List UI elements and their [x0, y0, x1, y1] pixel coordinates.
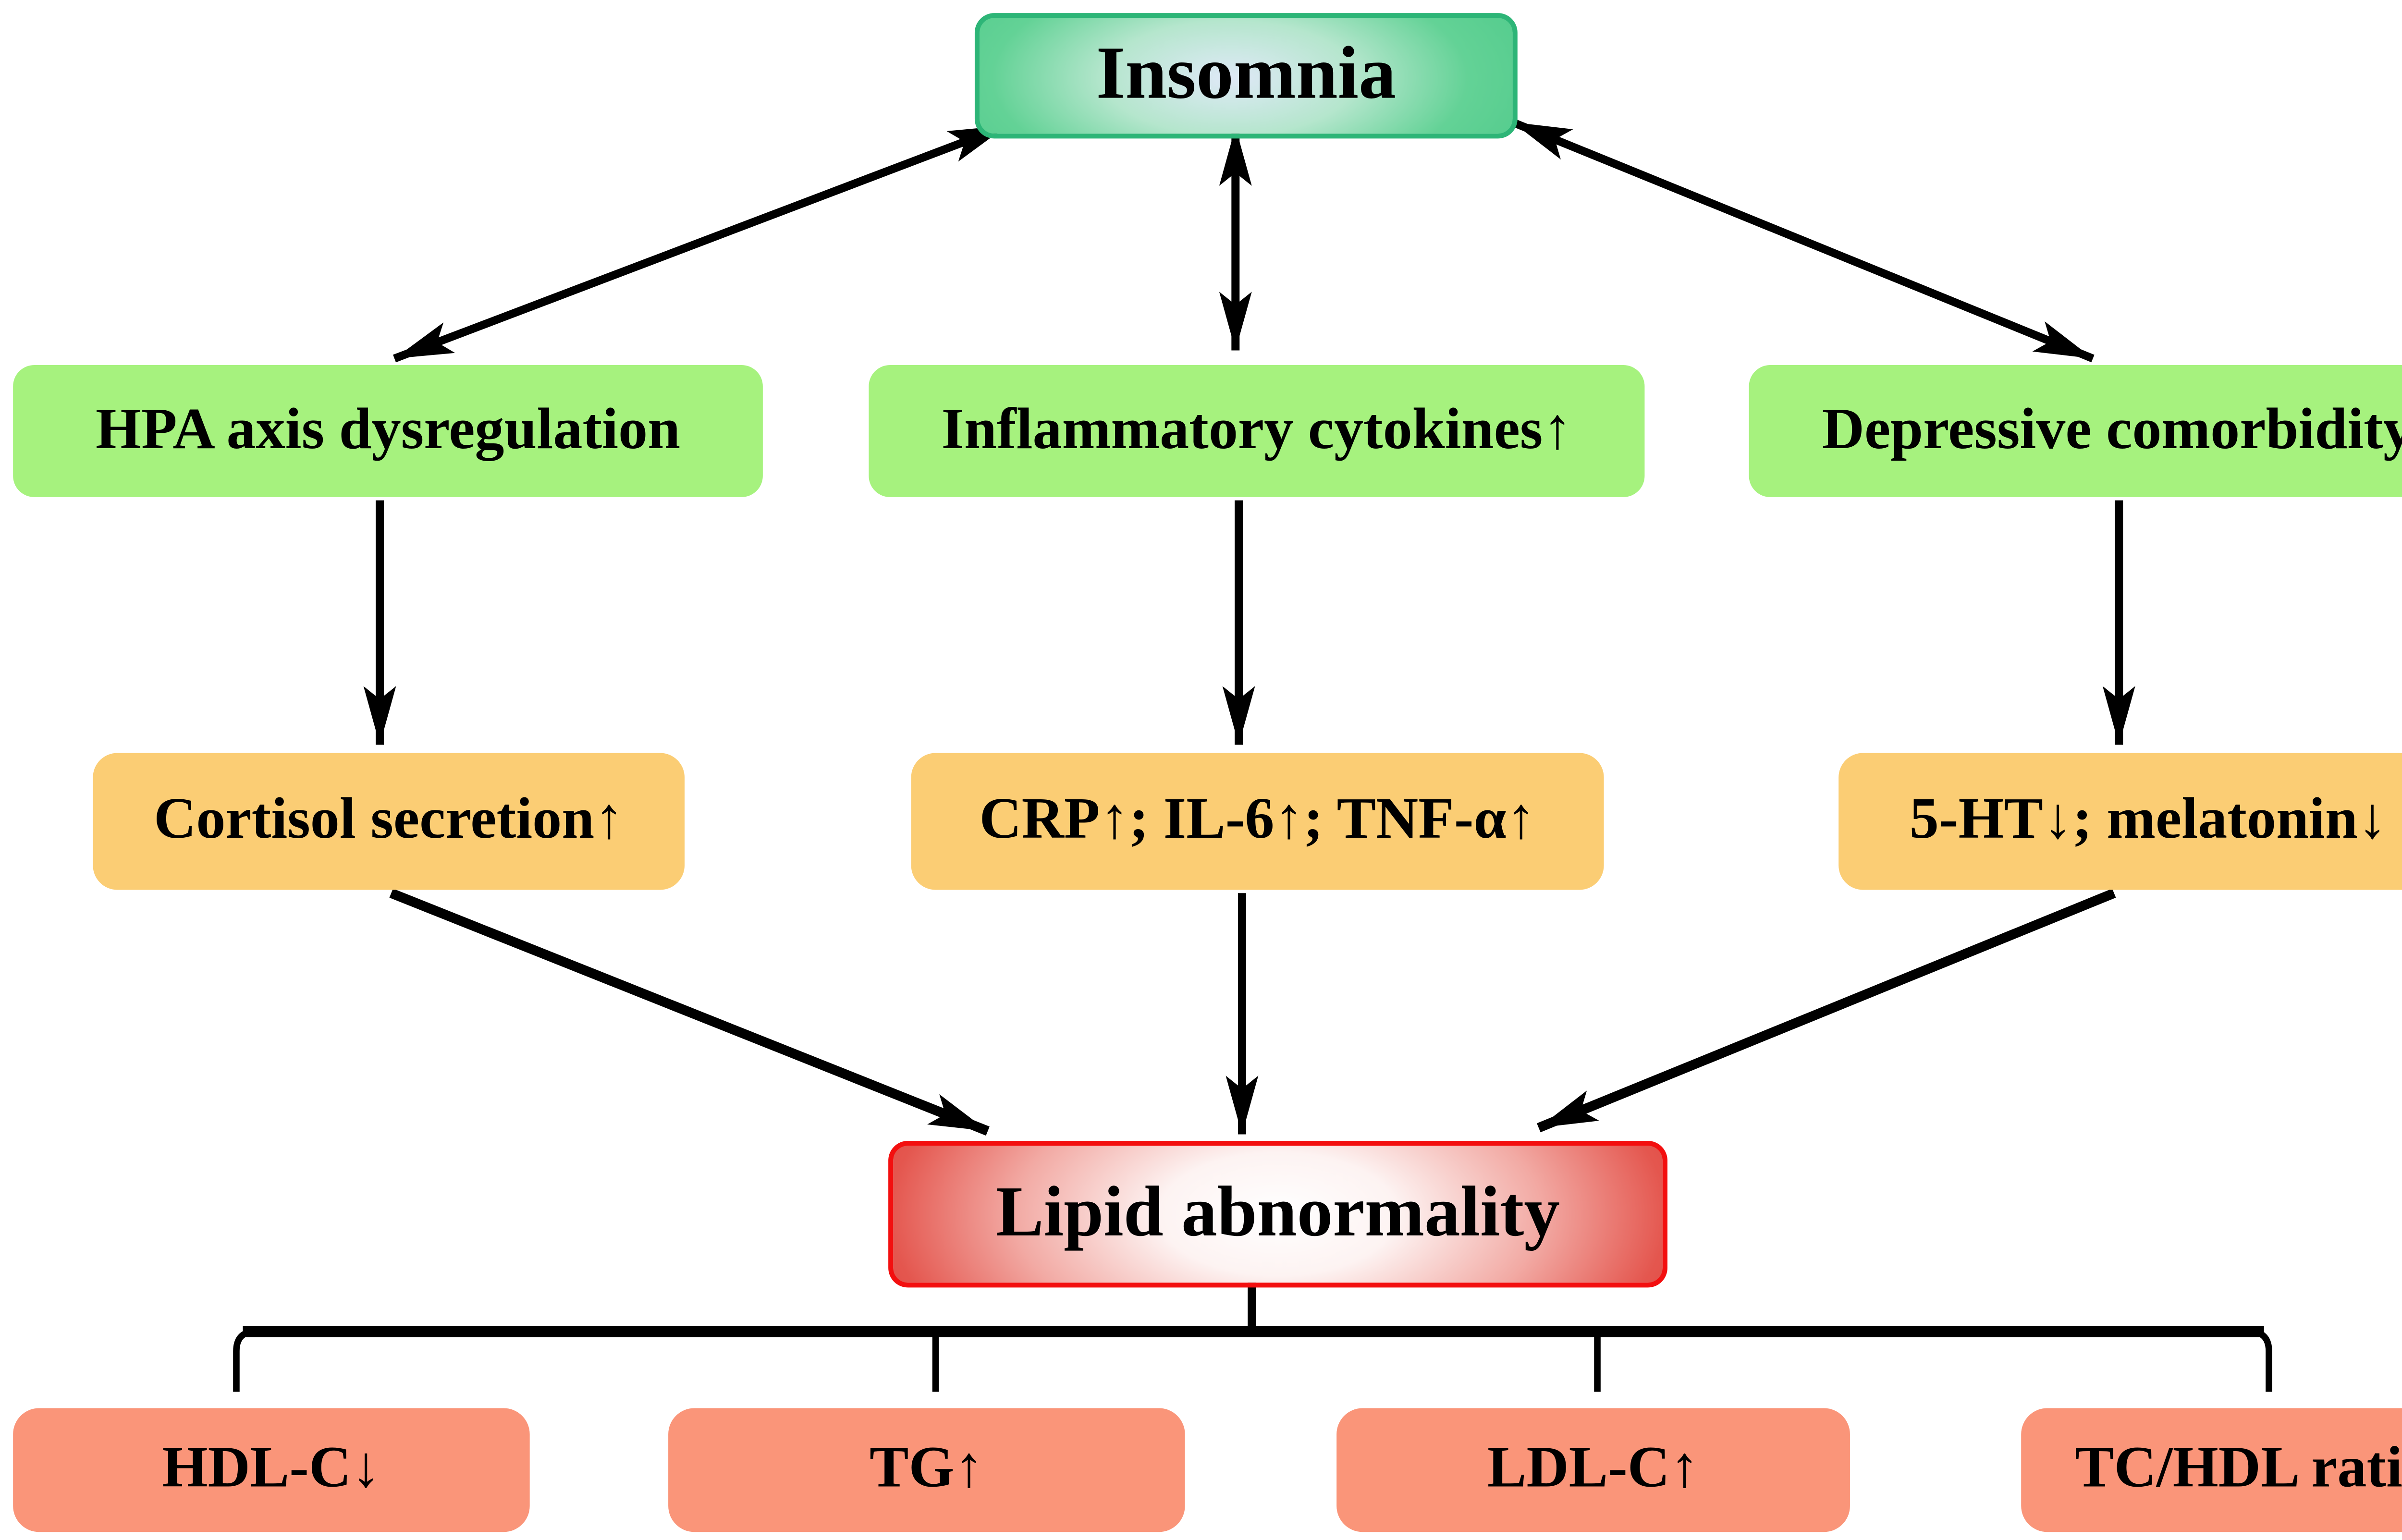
node-hpa-axis-dysregulation: HPA axis dysregulation [13, 365, 763, 497]
node-serotonin-label: 5-HT↓; melatonin↓ [1909, 785, 2387, 851]
node-cortisol-secretion: Cortisol secretion↑ [93, 753, 685, 890]
node-tchdl-label: TC/HDL ratio↑ [2075, 1434, 2402, 1500]
node-depression-label: Depressive comorbidity [1822, 395, 2402, 461]
node-cytokines-label: Inflammatory cytokines↑ [941, 395, 1572, 461]
node-inflammatory-cytokines: Inflammatory cytokines↑ [869, 365, 1645, 497]
edge-serotonin-lipid [1537, 888, 2116, 1133]
node-hpa-label: HPA axis dysregulation [95, 395, 681, 461]
node-hdl-label: HDL-C↓ [162, 1434, 381, 1500]
node-insomnia: Insomnia [974, 13, 1518, 139]
node-crp-il6-tnf: CRP↑; IL-6↑; TNF-α↑ [911, 753, 1604, 890]
node-ldl-c: LDL-C↑ [1336, 1408, 1850, 1532]
node-cortisol-label: Cortisol secretion↑ [154, 785, 624, 851]
node-insomnia-label: Insomnia [1096, 31, 1397, 115]
bracket-right-corner [2249, 1328, 2272, 1392]
edge-cortisol-lipid [389, 888, 990, 1136]
node-lipid-label: Lipid abnormality [996, 1172, 1560, 1252]
node-5ht-melatonin: 5-HT↓; melatonin↓ [1838, 753, 2402, 890]
node-crp-label: CRP↑; IL-6↑; TNF-α↑ [979, 785, 1536, 851]
node-ldl-label: LDL-C↑ [1487, 1434, 1700, 1500]
node-lipid-abnormality: Lipid abnormality [888, 1141, 1667, 1288]
node-tc-hdl-ratio: TC/HDL ratio↑ [2021, 1408, 2402, 1532]
node-hdl-c: HDL-C↓ [13, 1408, 530, 1532]
bracket-left-corner [233, 1328, 257, 1392]
edge-insomnia-depression [1511, 118, 2095, 363]
node-tg-label: TG↑ [870, 1434, 984, 1500]
edge-insomnia-hpa [393, 122, 1009, 363]
node-depressive-comorbidity: Depressive comorbidity [1749, 365, 2402, 497]
node-tg: TG↑ [668, 1408, 1185, 1532]
